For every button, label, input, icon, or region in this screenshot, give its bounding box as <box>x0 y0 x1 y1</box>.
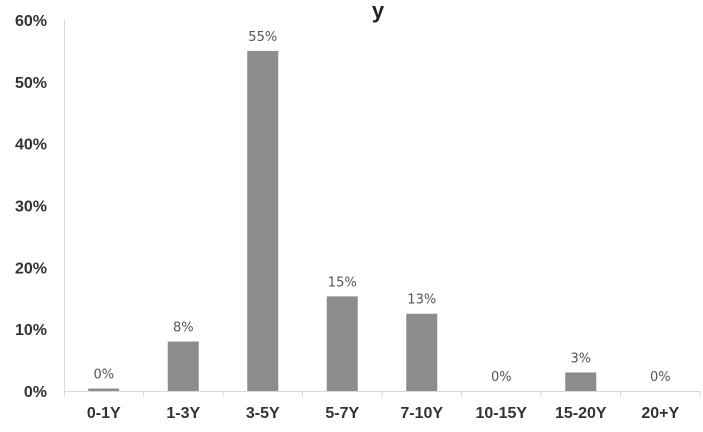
x-tick-label: 0-1Y <box>87 405 121 422</box>
data-label: 13% <box>407 293 436 308</box>
data-label: 15% <box>328 275 357 290</box>
x-tick-label: 1-3Y <box>166 405 200 422</box>
data-label: 0% <box>650 370 671 385</box>
bars <box>88 50 597 392</box>
data-label: 55% <box>248 30 277 45</box>
y-axis: 0% 10% 20% 30% 40% 50% 60% <box>15 13 47 401</box>
x-tick-label: 5-7Y <box>325 405 359 422</box>
x-axis: 0-1Y 1-3Y 3-5Y 5-7Y 7-10Y 10-15Y 15-20Y 20+Y <box>87 405 680 422</box>
data-labels: 0% 8% 55% 15% 13% 0% 3% 0% <box>93 30 670 385</box>
x-tick-label: 3-5Y <box>246 405 280 422</box>
y-tick-label: 50% <box>15 75 47 92</box>
bar-7-10y <box>406 313 438 391</box>
bar-0-1y <box>88 388 120 391</box>
bar-3-5y <box>247 50 279 392</box>
y-tick-label: 10% <box>15 322 47 339</box>
data-label: 8% <box>173 321 194 336</box>
x-tick-label: 20+Y <box>641 405 679 422</box>
x-tick-label: 15-20Y <box>555 405 607 422</box>
chart-title-fragment: y <box>372 0 385 23</box>
x-axis-tick-marks <box>64 20 701 397</box>
y-tick-label: 60% <box>15 13 47 30</box>
y-tick-label: 0% <box>24 384 47 401</box>
bar-5-7y <box>326 296 358 391</box>
bar-15-20y <box>565 372 597 391</box>
data-label: 3% <box>570 351 591 366</box>
y-tick-label: 30% <box>15 199 47 216</box>
data-label: 0% <box>93 368 114 383</box>
x-tick-label: 7-10Y <box>400 405 443 422</box>
data-label: 0% <box>491 370 512 385</box>
bar-1-3y <box>167 341 199 391</box>
y-tick-label: 40% <box>15 137 47 154</box>
y-tick-label: 20% <box>15 260 47 277</box>
x-tick-label: 10-15Y <box>475 405 527 422</box>
